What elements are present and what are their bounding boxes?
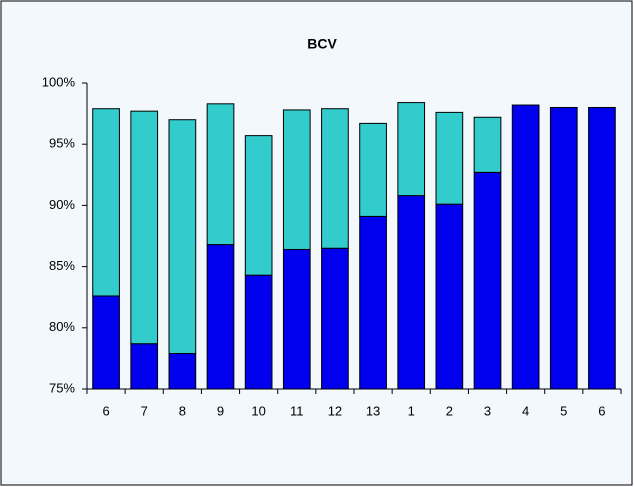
bar-segment: [473, 116, 502, 173]
x-tick-label: 13: [366, 403, 380, 418]
bar-segment: [168, 353, 197, 390]
bar-segment: [588, 106, 616, 390]
bar-segment: [130, 343, 159, 390]
x-tick-label: 8: [179, 403, 186, 418]
chart-title: BCV: [307, 36, 337, 52]
x-tick-label: 11: [290, 403, 304, 418]
bar-segment: [549, 106, 578, 390]
x-tick-label: 2: [446, 403, 453, 418]
x-tick-label: 9: [217, 403, 224, 418]
bar-segment: [321, 108, 349, 249]
bar-segment: [359, 215, 387, 390]
x-tick-label: 10: [251, 403, 265, 418]
bar-segment: [244, 135, 273, 276]
bar-segment: [282, 109, 311, 250]
x-tick-label: 6: [598, 403, 605, 418]
y-tick-label: 80%: [49, 319, 75, 334]
x-tick-label: 12: [328, 403, 342, 418]
x-tick-label: 6: [102, 403, 109, 418]
bar-segment: [511, 104, 540, 390]
bar-segment: [206, 244, 235, 390]
bar-segment: [92, 108, 120, 297]
x-tick-label: 1: [408, 403, 415, 418]
bar-segment: [359, 122, 387, 217]
bar-segment: [92, 295, 120, 390]
bar-segment: [321, 247, 349, 390]
bar-segment: [168, 119, 197, 355]
bar-segment: [130, 110, 159, 345]
bar-segment: [435, 203, 464, 390]
bar-segment: [397, 102, 426, 197]
y-tick-label: 85%: [49, 258, 75, 273]
y-tick-label: 95%: [49, 136, 75, 151]
x-tick-label: 4: [522, 403, 529, 418]
bar-segment: [435, 111, 464, 205]
y-tick-label: 75%: [49, 380, 75, 395]
bar-segment: [244, 274, 273, 390]
x-tick-label: 3: [484, 403, 491, 418]
x-tick-label: 7: [141, 403, 148, 418]
bar-segment: [206, 103, 235, 246]
x-tick-label: 5: [560, 403, 567, 418]
bar-segment: [473, 171, 502, 390]
bar-segment: [397, 195, 426, 390]
bar-segment: [282, 248, 311, 390]
y-tick-label: 90%: [49, 197, 75, 212]
y-tick-label: 100%: [42, 74, 76, 89]
